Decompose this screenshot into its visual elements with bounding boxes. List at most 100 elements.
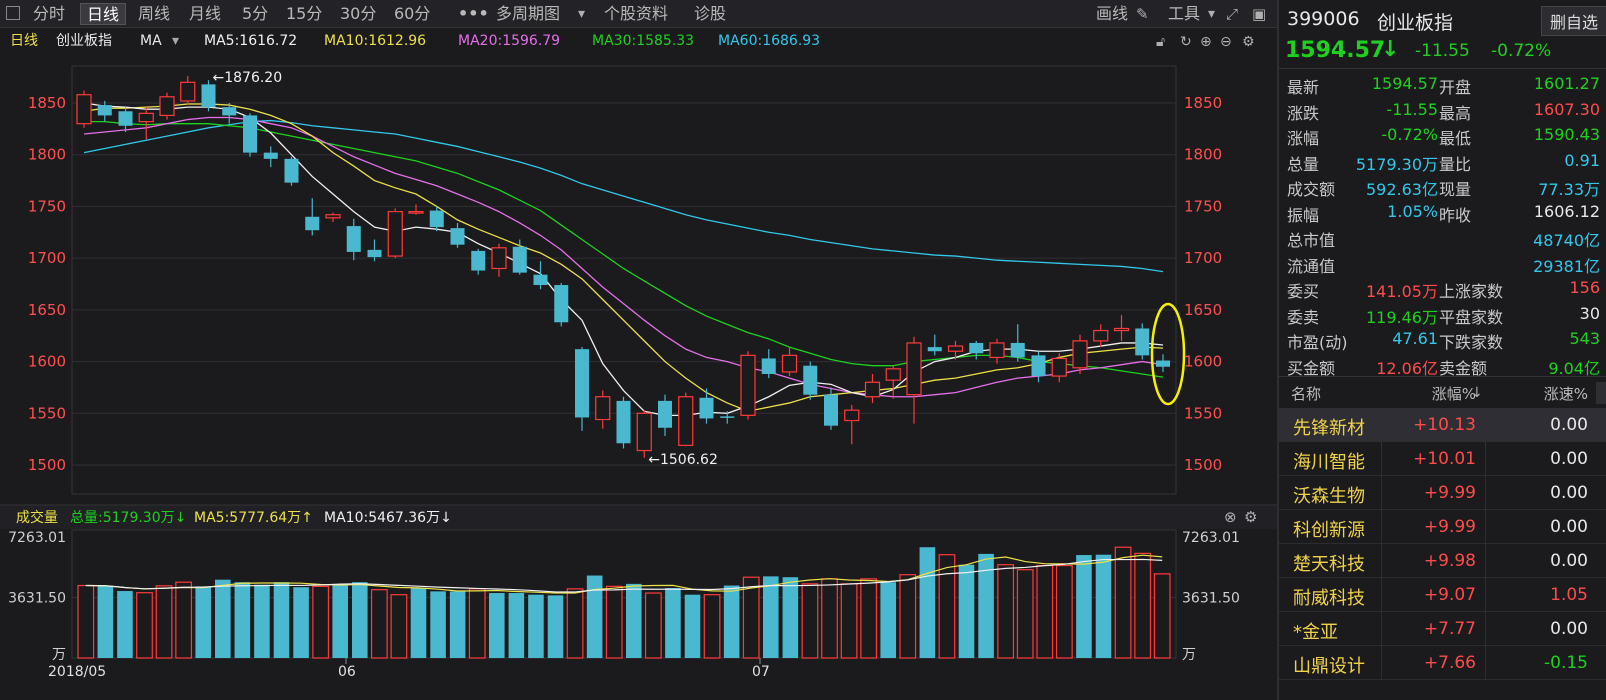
candle-body[interactable] [138, 112, 154, 123]
list-item[interactable]: 楚天科技 +9.98 0.00 [1279, 544, 1606, 578]
candle-body[interactable] [678, 396, 694, 446]
volume-bar[interactable] [155, 585, 173, 659]
candle-body[interactable] [699, 397, 714, 419]
volume-bar[interactable] [528, 594, 544, 658]
volume-bar[interactable] [742, 576, 760, 659]
ma-type-select[interactable]: MA [140, 33, 162, 49]
volume-bar[interactable] [508, 593, 525, 658]
candle-body[interactable] [346, 226, 361, 252]
candle-body[interactable] [844, 409, 860, 422]
expand-icon[interactable]: ⤢ [1226, 5, 1239, 23]
candle-body[interactable] [367, 249, 382, 258]
volume-bar[interactable] [195, 586, 211, 658]
candle-body[interactable] [263, 152, 278, 159]
candle-body[interactable] [1093, 329, 1109, 342]
volume-bar[interactable] [997, 564, 1015, 659]
candle-body[interactable] [180, 81, 196, 102]
candle-body[interactable] [222, 107, 237, 116]
volume-bar[interactable] [430, 591, 446, 658]
volume-bar[interactable] [175, 581, 193, 659]
volume-bar[interactable] [723, 585, 740, 658]
candle-body[interactable] [803, 365, 818, 395]
chevron-down-icon[interactable]: ▾ [578, 6, 586, 22]
tools-button[interactable]: 工具 [1168, 4, 1201, 23]
volume-bar[interactable] [801, 583, 819, 659]
candle-body[interactable] [595, 396, 611, 421]
volume-bar[interactable] [899, 574, 917, 659]
volume-bar[interactable] [938, 554, 956, 659]
zoom-in-icon[interactable]: ⊕ [1200, 34, 1212, 50]
volume-bar[interactable] [840, 583, 858, 659]
candle-body[interactable] [408, 211, 424, 214]
volume-close-icon[interactable]: ⊗ [1224, 508, 1237, 526]
candle-body[interactable] [554, 285, 569, 323]
candle-body[interactable] [1156, 360, 1170, 367]
candle-body[interactable] [243, 115, 257, 153]
volume-bar[interactable] [880, 582, 896, 658]
candle-body[interactable] [97, 105, 112, 116]
volume-bar[interactable] [254, 584, 270, 658]
list-scrollbar[interactable] [1596, 382, 1606, 404]
volume-bar[interactable] [312, 585, 330, 659]
volume-bar[interactable] [821, 578, 838, 659]
candle-body[interactable] [305, 216, 320, 231]
candle-body[interactable] [720, 416, 735, 418]
volume-bar[interactable] [605, 585, 623, 659]
tab-5min[interactable]: 5分 [242, 4, 269, 23]
candle-body[interactable] [491, 247, 507, 270]
tab-weekly[interactable]: 周线 [138, 4, 171, 23]
candle-body[interactable] [1113, 327, 1130, 332]
candle-body[interactable] [429, 210, 444, 228]
candle-body[interactable] [575, 349, 589, 418]
pencil-icon[interactable]: ✎ [1136, 5, 1149, 23]
volume-bar[interactable] [352, 582, 368, 658]
candle-body[interactable] [969, 342, 984, 354]
candle-body[interactable] [471, 250, 486, 271]
volume-bar[interactable] [1153, 573, 1171, 659]
volume-bar[interactable] [958, 564, 975, 658]
volume-bar[interactable] [410, 588, 427, 658]
volume-bar[interactable] [489, 593, 505, 658]
candle-body[interactable] [201, 84, 216, 108]
volume-bar[interactable] [978, 553, 994, 658]
volume-bar[interactable] [860, 578, 878, 659]
volume-bar[interactable] [1036, 564, 1054, 659]
lock-icon[interactable]: 🔓︎ [1156, 34, 1166, 50]
candle-body[interactable] [450, 228, 465, 245]
volume-bar[interactable] [763, 576, 779, 658]
candle-body[interactable] [512, 246, 527, 273]
candle-body[interactable] [947, 345, 964, 352]
candle-body[interactable] [885, 368, 901, 381]
list-item[interactable]: 海川智能 +10.01 0.00 [1279, 442, 1606, 476]
volume-bar[interactable] [547, 595, 564, 658]
list-column-header[interactable]: 涨速% [1543, 385, 1588, 403]
tab-60min[interactable]: 60分 [394, 4, 431, 23]
candle-body[interactable] [864, 381, 881, 398]
volume-bar[interactable] [665, 588, 681, 658]
volume-bar[interactable] [919, 547, 936, 658]
candle-body[interactable] [1051, 357, 1067, 377]
volume-bar[interactable] [1055, 564, 1073, 659]
candlestick-chart[interactable]: 1850 1850 1800 1800 1750 1750 1700 1700 1650 1650… [0, 52, 1277, 700]
sort-desc-icon[interactable]: ↓ [1471, 385, 1483, 401]
ma-type-chevron-icon[interactable]: ▾ [172, 33, 180, 49]
list-item[interactable]: 先锋新材 +10.13 0.00 [1279, 408, 1606, 442]
candle-body[interactable] [387, 211, 403, 257]
candle-body[interactable] [781, 354, 798, 373]
diagnose-button[interactable]: 诊股 [694, 4, 727, 23]
candle-body[interactable] [616, 400, 631, 444]
candle-body[interactable] [636, 412, 652, 452]
settings-gear-icon[interactable]: ⚙ [1242, 34, 1255, 50]
volume-bar[interactable] [449, 591, 466, 658]
volume-bar[interactable] [273, 582, 290, 658]
candle-body[interactable] [533, 274, 548, 286]
volume-bar[interactable] [234, 582, 251, 658]
tab-daily[interactable]: 日线 [80, 3, 127, 25]
refresh-icon[interactable]: ↻ [1180, 34, 1192, 50]
candle-body[interactable] [1135, 328, 1150, 356]
candle-body[interactable] [1031, 355, 1046, 377]
candle-body[interactable] [1010, 342, 1025, 358]
volume-bar[interactable] [370, 589, 388, 659]
candle-body[interactable] [658, 400, 672, 428]
sidebar-toggle-icon[interactable] [6, 6, 20, 20]
